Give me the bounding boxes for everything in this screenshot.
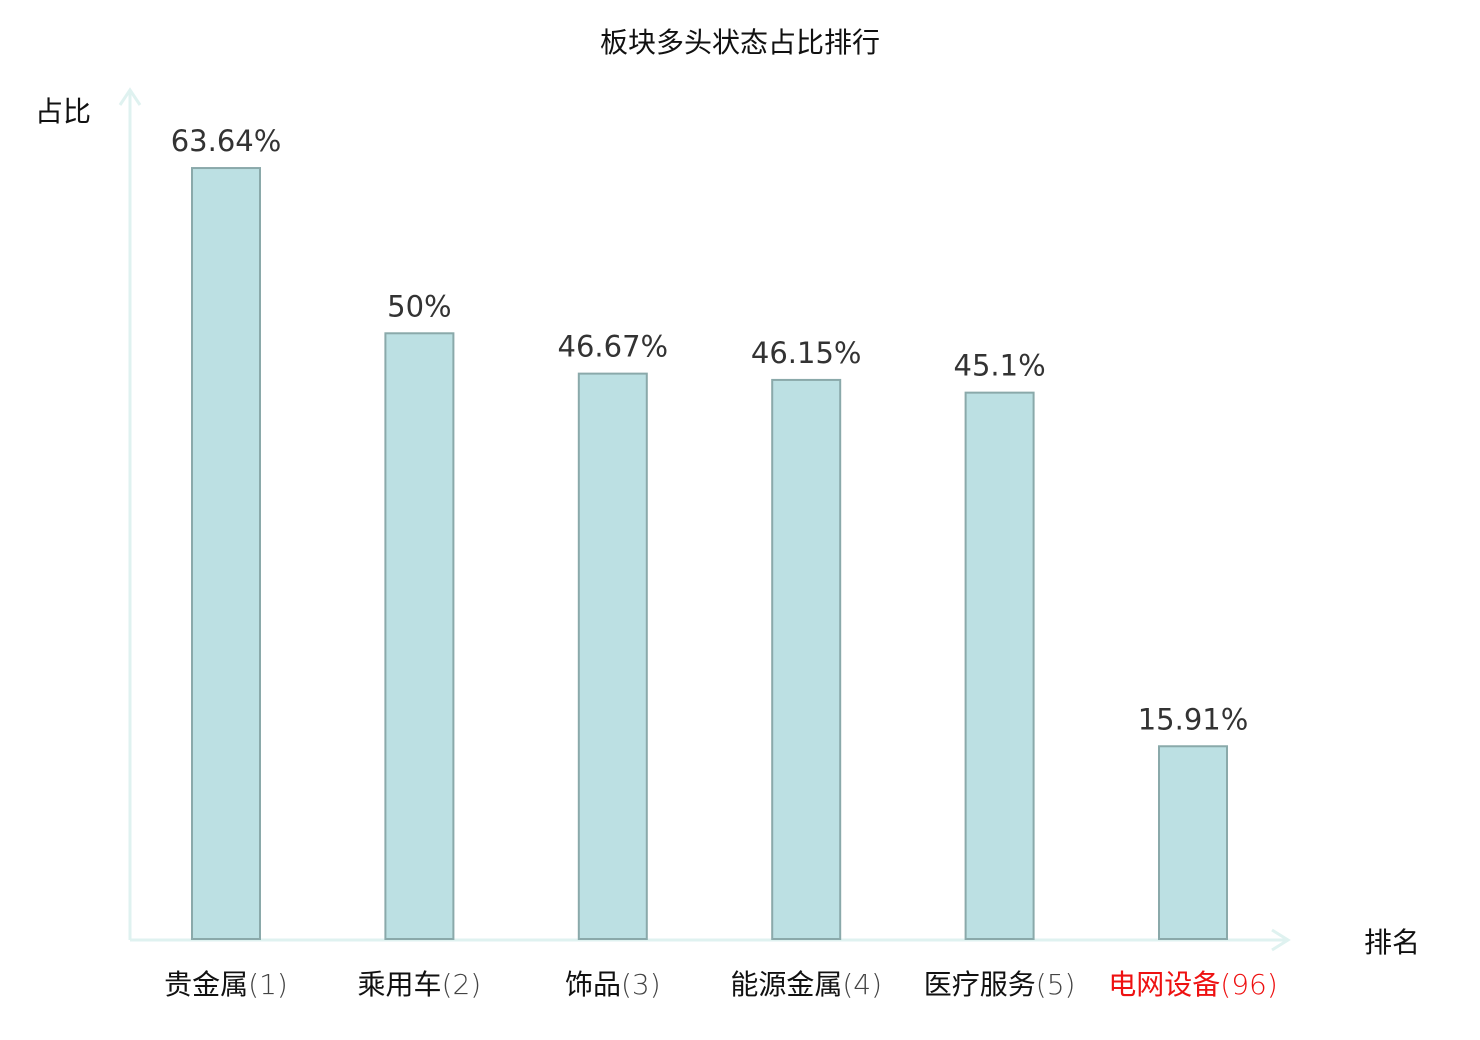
y-axis-label: 占比	[35, 95, 91, 128]
bar	[577, 372, 648, 940]
category-name: 饰品	[565, 968, 621, 1001]
data-label: 46.15%	[751, 336, 862, 370]
bar	[1158, 745, 1228, 940]
category-rank: (1)	[248, 968, 288, 1001]
x-tick-label: 饰品(3)	[565, 968, 661, 1001]
bar	[384, 332, 455, 940]
category-name: 电网设备	[1108, 968, 1220, 1001]
category-name: 医疗服务	[924, 968, 1036, 1001]
x-axis	[130, 928, 1291, 952]
data-label: 50%	[387, 289, 451, 323]
category-name: 能源金属	[730, 968, 842, 1001]
bar	[771, 378, 842, 940]
x-tick-label: 乘用车(2)	[358, 968, 482, 1001]
x-tick-label: 医疗服务(5)	[924, 968, 1076, 1001]
category-rank: (96)	[1220, 968, 1277, 1001]
category-name: 乘用车	[358, 968, 442, 1001]
x-axis-label: 排名	[1364, 926, 1420, 959]
data-label: 46.67%	[558, 330, 669, 364]
y-axis	[118, 87, 142, 940]
category-rank: (5)	[1036, 968, 1076, 1001]
data-label: 45.1%	[954, 349, 1046, 383]
x-tick-label: 能源金属(4)	[730, 968, 882, 1001]
data-label: 63.64%	[171, 124, 282, 158]
x-tick-label: 贵金属(1)	[164, 968, 288, 1001]
category-name: 贵金属	[164, 968, 248, 1001]
category-rank: (3)	[621, 968, 661, 1001]
category-rank: (2)	[442, 968, 482, 1001]
data-label: 15.91%	[1138, 702, 1249, 736]
bar	[191, 167, 261, 940]
category-rank: (4)	[842, 968, 882, 1001]
bar	[964, 391, 1035, 941]
x-tick-label: 电网设备(96)	[1108, 968, 1278, 1001]
chart-title: 板块多头状态占比排行	[600, 26, 880, 59]
